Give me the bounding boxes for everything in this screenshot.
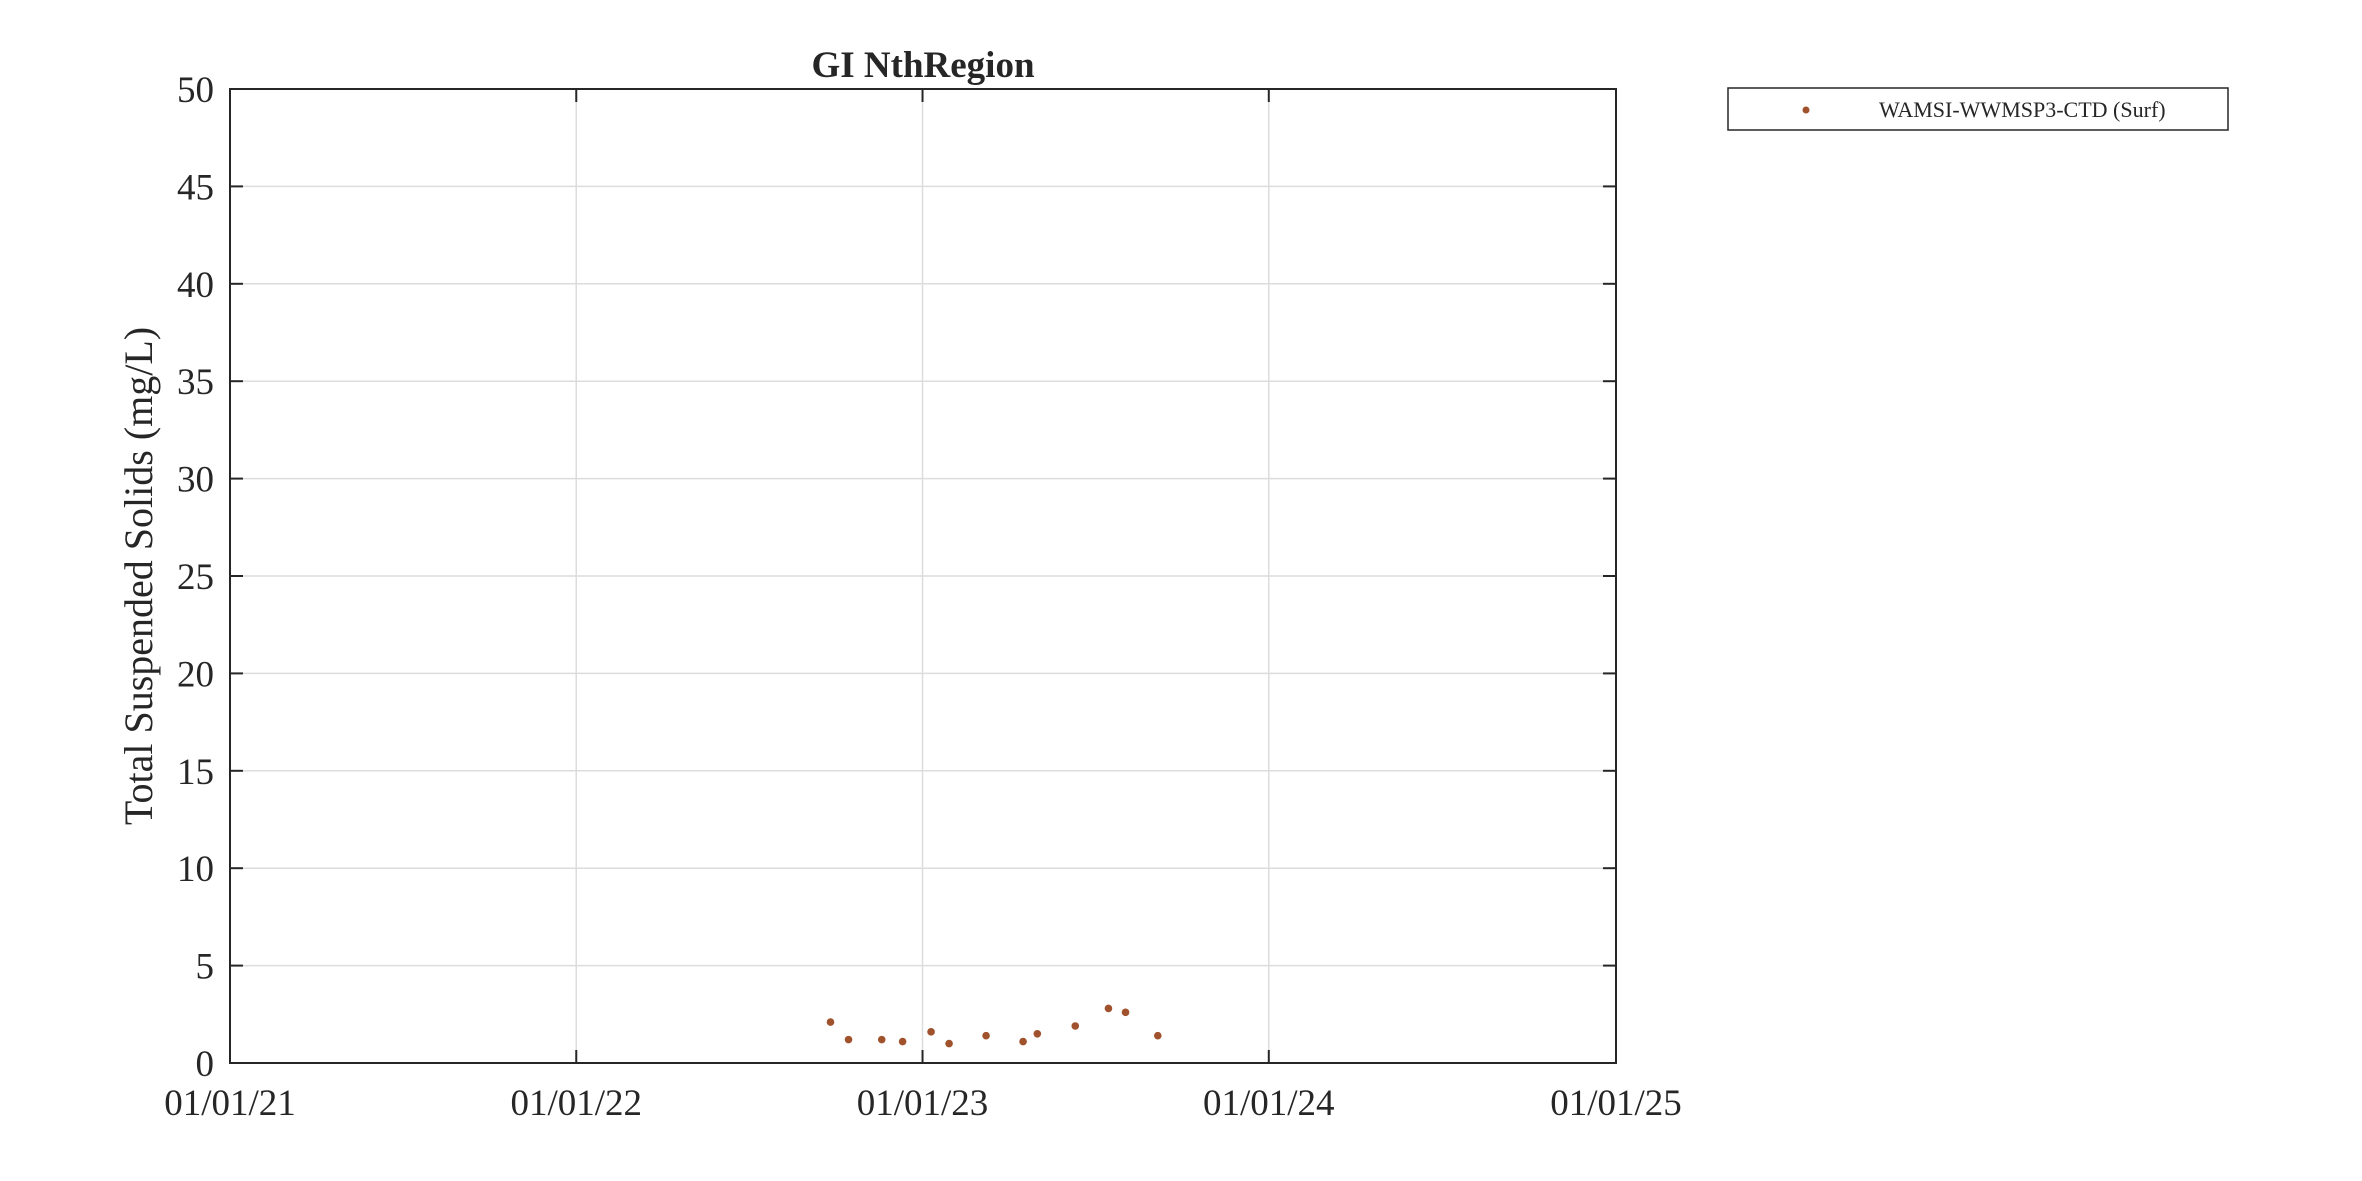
- legend: WAMSI-WWMSP3-CTD (Surf): [1727, 87, 2229, 131]
- chart-title: GI NthRegion: [811, 45, 1034, 86]
- y-tick-labels: 0 5 10 15 20 25 30 35 40 45 50: [177, 70, 214, 1085]
- y-tick-label: 30: [177, 460, 214, 501]
- data-point: [927, 1028, 935, 1036]
- data-point: [877, 1035, 886, 1044]
- y-tick-label: 15: [177, 752, 214, 793]
- data-point: [1019, 1037, 1027, 1046]
- data-point: [1071, 1022, 1080, 1030]
- y-tick-label: 5: [196, 947, 215, 988]
- legend-box: [1727, 87, 2229, 131]
- data-point: [826, 1018, 835, 1026]
- data-point: [945, 1039, 953, 1048]
- y-tick-label: 35: [177, 362, 214, 403]
- x-tick-label: 01/01/23: [857, 1083, 989, 1124]
- y-tick-label: 10: [177, 849, 214, 890]
- x-tick-label: 01/01/24: [1203, 1083, 1335, 1124]
- data-point: [898, 1037, 907, 1046]
- y-tick-label: 45: [177, 167, 214, 208]
- data-point: [1033, 1029, 1042, 1038]
- x-tick-label: 01/01/21: [164, 1083, 296, 1124]
- grid-lines: [230, 89, 1616, 1063]
- data-points: [826, 1004, 1162, 1048]
- y-tick-label: 25: [177, 557, 214, 598]
- data-point: [844, 1035, 853, 1044]
- data-point: [1121, 1008, 1130, 1017]
- data-point: [1104, 1004, 1113, 1013]
- legend-entry-label: WAMSI-WWMSP3-CTD (Surf): [1879, 97, 2166, 122]
- x-tick-label: 01/01/22: [510, 1083, 642, 1124]
- data-point: [1153, 1031, 1162, 1040]
- x-tick-labels: 01/01/21 01/01/22 01/01/23 01/01/24 01/01/25: [164, 1083, 1682, 1124]
- data-point: [982, 1031, 990, 1040]
- legend-marker: [1802, 106, 1810, 114]
- plot-frame: [229, 88, 1617, 1064]
- y-tick-label: 40: [177, 265, 214, 306]
- x-tick-label: 01/01/25: [1550, 1083, 1682, 1124]
- y-tick-label: 20: [177, 654, 214, 695]
- y-tick-label: 50: [177, 70, 214, 111]
- y-tick-label: 0: [196, 1044, 215, 1085]
- y-axis-label: Total Suspended Solids (mg/L): [116, 327, 161, 825]
